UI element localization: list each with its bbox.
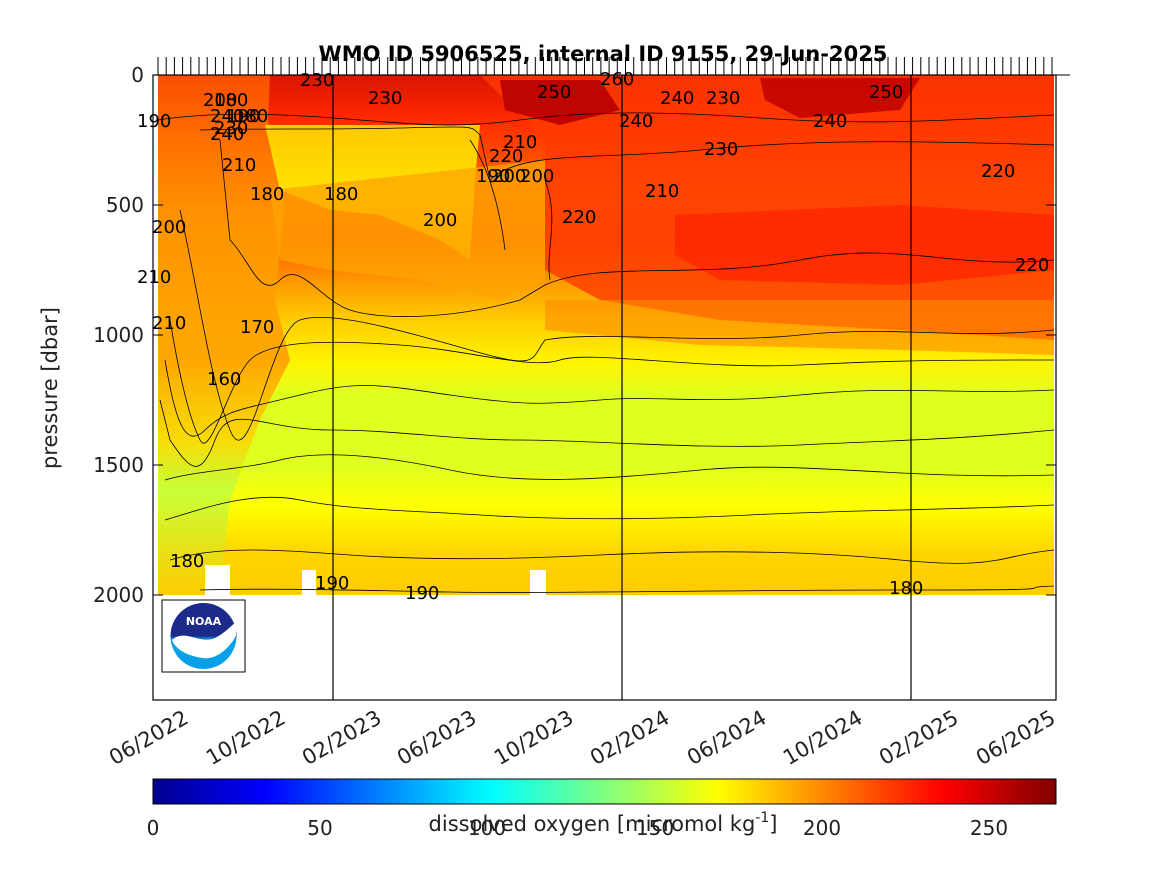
contour-label: 220 bbox=[1015, 255, 1049, 276]
contour-line bbox=[199, 585, 1055, 593]
x-tick-label: 10/2023 bbox=[490, 706, 578, 770]
contour-line bbox=[469, 139, 506, 251]
contour-label: 200 bbox=[492, 166, 526, 187]
contour-label: 250 bbox=[869, 82, 903, 103]
contour-label: 220 bbox=[562, 207, 596, 228]
gap-2 bbox=[302, 570, 316, 595]
contour-label: 210 bbox=[152, 313, 186, 334]
contour-line bbox=[164, 359, 1055, 437]
axes-box bbox=[152, 74, 1057, 701]
contour-label: 180 bbox=[214, 90, 248, 111]
contour-label: 240 bbox=[660, 88, 694, 109]
field-darkred-surface-2 bbox=[760, 78, 920, 118]
colorbar-tick-label: 200 bbox=[803, 816, 841, 840]
x-tick-label: 02/2024 bbox=[586, 706, 674, 770]
contour-label: 230 bbox=[706, 88, 740, 109]
contour-label: 250 bbox=[537, 82, 571, 103]
contour-line bbox=[544, 179, 553, 281]
contour-label: 210 bbox=[503, 132, 537, 153]
x-tick-label: 06/2022 bbox=[105, 706, 193, 770]
colorbar: 0 50 100 150 200 250 dissolved oxygen [m… bbox=[147, 778, 1057, 840]
contour-label: 200 bbox=[520, 166, 554, 187]
x-tick-label: 10/2024 bbox=[779, 706, 867, 770]
gap-3 bbox=[530, 570, 546, 595]
contour-label: 210 bbox=[137, 267, 171, 288]
contour-line bbox=[159, 399, 1055, 467]
contour-label: 240 bbox=[210, 106, 244, 127]
y-axis-label: pressure [dbar] bbox=[38, 307, 62, 469]
x-tick-label: 10/2022 bbox=[202, 706, 290, 770]
y-tick-label: 2000 bbox=[93, 583, 144, 607]
colorbar-label-exp: -1 bbox=[755, 810, 769, 826]
colorbar-tick-label: 100 bbox=[468, 816, 506, 840]
gap-1 bbox=[205, 565, 230, 595]
contour-label: 160 bbox=[207, 369, 241, 390]
profile-ticks bbox=[153, 57, 1070, 76]
contour-label: 200 bbox=[152, 217, 186, 238]
contour-label: 210 bbox=[645, 181, 679, 202]
contour-label: 190 bbox=[315, 573, 349, 594]
x-tick-label: 02/2023 bbox=[298, 706, 386, 770]
contour-label: 230 bbox=[368, 88, 402, 109]
x-tick-label: 06/2025 bbox=[972, 706, 1060, 770]
contour-label: 180 bbox=[170, 551, 204, 572]
contour-label: 200 bbox=[203, 90, 237, 111]
contour-label: 180 bbox=[324, 184, 358, 205]
contour-label: 180 bbox=[234, 106, 268, 127]
y-tick-label: 0 bbox=[131, 63, 144, 87]
contour-label: 240 bbox=[619, 111, 653, 132]
contour-line bbox=[169, 319, 1055, 444]
contour-label: 180 bbox=[250, 184, 284, 205]
contour-label: 200 bbox=[423, 210, 457, 231]
field-orange-right bbox=[545, 300, 1054, 355]
colorbar-label-end: ] bbox=[769, 812, 777, 836]
field-orange-band-2023 bbox=[270, 160, 545, 300]
x-tick-label: 02/2025 bbox=[875, 706, 963, 770]
year-lines bbox=[332, 75, 912, 700]
contour-label: 190 bbox=[226, 106, 260, 127]
contour-label: 220 bbox=[489, 146, 523, 167]
noaa-logo-text: NOAA bbox=[186, 615, 222, 628]
noaa-logo: NOAA bbox=[161, 599, 246, 673]
oxygen-field bbox=[158, 75, 1054, 595]
colorbar-tick-label: 250 bbox=[970, 816, 1008, 840]
contour-label: 210 bbox=[222, 155, 256, 176]
contour-label: 220 bbox=[981, 161, 1015, 182]
colorbar-tick-label: 50 bbox=[307, 816, 332, 840]
colorbar-gradient bbox=[152, 778, 1057, 805]
contour-label: 230 bbox=[704, 139, 738, 160]
contour-label: 190 bbox=[476, 166, 510, 187]
x-tick-label: 06/2024 bbox=[683, 706, 771, 770]
contour-label: 170 bbox=[240, 317, 274, 338]
x-axis: 06/2022 10/2022 02/2023 06/2023 10/2023 … bbox=[105, 706, 1060, 770]
chart-title: WMO ID 5906525, internal ID 9155, 29-Jun… bbox=[319, 42, 888, 66]
contour-line bbox=[179, 209, 1055, 441]
y-tick-label: 1500 bbox=[93, 453, 144, 477]
contour-line bbox=[169, 549, 1055, 564]
contour-label: 190 bbox=[137, 111, 171, 132]
x-tick-label: 06/2023 bbox=[393, 706, 481, 770]
y-axis: 0 500 1000 1500 2000 pressure [dbar] bbox=[38, 63, 1056, 607]
contour-label: 190 bbox=[405, 583, 439, 604]
contour-labels: 230 260 230 250 240 230 250 240 240 230 … bbox=[137, 69, 1049, 604]
contour-label: 230 bbox=[214, 118, 248, 139]
contour-label: 240 bbox=[813, 111, 847, 132]
colorbar-tick-label: 150 bbox=[636, 816, 674, 840]
contour-label: 180 bbox=[889, 578, 923, 599]
colorbar-tick-label: 0 bbox=[147, 816, 160, 840]
contour-line bbox=[164, 454, 1055, 481]
contour-line bbox=[219, 139, 1055, 317]
y-tick-label: 1000 bbox=[93, 323, 144, 347]
y-tick-label: 500 bbox=[106, 193, 144, 217]
field-red-core bbox=[675, 205, 1054, 285]
contour-label: 240 bbox=[210, 124, 244, 145]
contour-line bbox=[164, 496, 1055, 521]
colorbar-label: dissolved oxygen [micromol kg-1] bbox=[429, 810, 778, 836]
colorbar-label-main: dissolved oxygen [micromol kg bbox=[429, 812, 756, 836]
contour-line bbox=[157, 112, 1055, 126]
